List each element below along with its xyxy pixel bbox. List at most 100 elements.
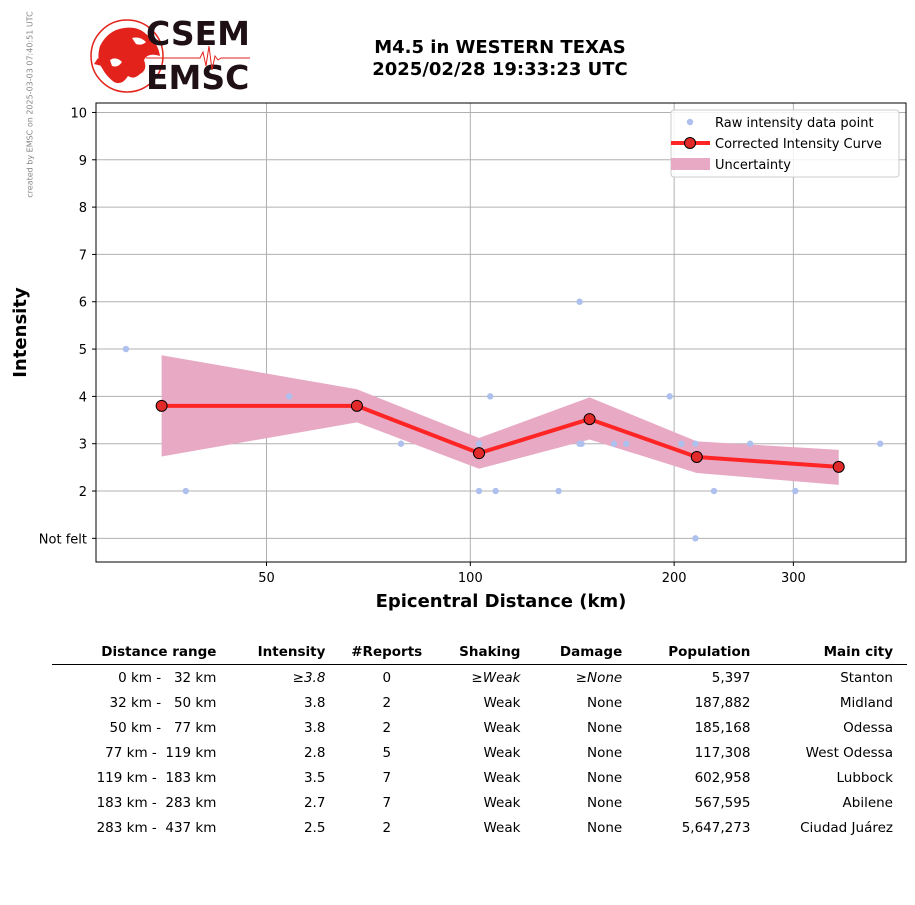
table-cell: Weak bbox=[483, 794, 521, 811]
table-cell: None bbox=[586, 694, 623, 711]
table-cell: 32 km - 50 km bbox=[105, 694, 217, 711]
table-cell: Abilene bbox=[842, 794, 893, 811]
raw-data-point bbox=[678, 440, 685, 447]
plot-frame bbox=[95, 102, 907, 563]
raw-data-point bbox=[710, 487, 718, 495]
y-axis-ticks: Not felt 2 3 4 5 6 7 8 9 10 bbox=[39, 106, 96, 547]
x-tick-label: 50 bbox=[258, 571, 275, 586]
raw-data-point bbox=[487, 393, 494, 400]
raw-data-point bbox=[122, 345, 130, 353]
table-cell: West Odessa bbox=[805, 744, 893, 761]
table-cell: 5,647,273 bbox=[681, 819, 751, 836]
table-cell: 119 km - 183 km bbox=[96, 769, 217, 786]
raw-data-point bbox=[555, 487, 562, 495]
table-header-cell: Intensity bbox=[230, 640, 340, 665]
seismogram-line bbox=[146, 45, 250, 71]
table-cell: Weak bbox=[483, 719, 521, 736]
raw-data-point bbox=[666, 393, 673, 400]
table-cell: 0 km - 32 km bbox=[109, 669, 217, 686]
table-cell: 3.8 bbox=[303, 694, 326, 711]
table-cell: 7 bbox=[382, 794, 392, 811]
title-line-1: M4.5 in WESTERN TEXAS bbox=[374, 37, 626, 58]
y-tick-label: Not felt bbox=[39, 532, 87, 547]
raw-data-point bbox=[576, 298, 583, 305]
uncertainty-band bbox=[161, 355, 839, 485]
table-header-row: Distance range Intensity #Reports Shaking Da… bbox=[52, 640, 907, 665]
curve-marker bbox=[473, 447, 486, 460]
table-cell: Midland bbox=[839, 694, 893, 711]
raw-data-point bbox=[746, 440, 754, 447]
table-cell: 2.7 bbox=[303, 794, 326, 811]
table-cell: Stanton bbox=[840, 669, 893, 686]
raw-data-point bbox=[492, 487, 499, 495]
raw-data-point bbox=[692, 440, 699, 447]
legend-curve-marker bbox=[684, 137, 696, 149]
raw-data-point bbox=[475, 440, 483, 447]
table-header-cell: Damage bbox=[534, 640, 637, 665]
table-cell: Weak bbox=[483, 694, 521, 711]
raw-data-point bbox=[623, 440, 630, 447]
table-row: 183 km - 283 km 2.7 7 Weak None 567,595 Abilen… bbox=[52, 790, 907, 815]
intensity-chart: 50 100 200 300 Not felt 2 3 4 5 6 7 8 9 10 Epicentra… bbox=[10, 102, 907, 612]
legend-band-symbol bbox=[671, 158, 710, 170]
table-cell: ≥3.8 bbox=[292, 669, 326, 686]
table-cell: 3.5 bbox=[303, 769, 326, 786]
table-row: 50 km - 77 km 3.8 2 Weak None 185,168 Odessa bbox=[52, 715, 907, 740]
table-cell: 187,882 bbox=[694, 694, 751, 711]
table-cell: Lubbock bbox=[836, 769, 893, 786]
x-tick-label: 300 bbox=[781, 571, 806, 586]
table-cell: 2.8 bbox=[303, 744, 326, 761]
legend-raw-symbol bbox=[686, 118, 694, 126]
table-cell: 2 bbox=[382, 694, 392, 711]
table-cell: 50 km - 77 km bbox=[105, 719, 217, 736]
table-row: 0 km - 32 km ≥3.8 0 ≥Weak ≥None 5,397 Stanton bbox=[52, 665, 907, 691]
table-cell: 3.8 bbox=[303, 719, 326, 736]
table-cell: 2 bbox=[382, 819, 392, 836]
table-cell: 183 km - 283 km bbox=[96, 794, 217, 811]
y-tick-label: 4 bbox=[79, 390, 87, 405]
raw-data-point bbox=[182, 487, 189, 495]
table-row: 283 km - 437 km 2.5 2 Weak None 5,647,273 Ciud… bbox=[52, 815, 907, 840]
x-axis-label: Epicentral Distance (km) bbox=[376, 591, 627, 612]
table-cell: None bbox=[586, 769, 623, 786]
table-cell: 77 km - 119 km bbox=[100, 744, 217, 761]
logo-emsc-text: EMSC bbox=[146, 58, 250, 97]
raw-data-point bbox=[792, 487, 799, 495]
curve-marker bbox=[350, 399, 363, 412]
y-tick-label: 10 bbox=[70, 106, 87, 121]
table-cell: 283 km - 437 km bbox=[96, 819, 217, 836]
table-header-cell: Shaking bbox=[434, 640, 535, 665]
table-cell: 7 bbox=[382, 769, 392, 786]
table-row: 77 km - 119 km 2.8 5 Weak None 117,308 West Od… bbox=[52, 740, 907, 765]
chart-title: M4.5 in WESTERN TEXAS 2025/02/28 19:33:2… bbox=[300, 37, 700, 81]
table-header-cell: #Reports bbox=[339, 640, 435, 665]
legend-label: Uncertainty bbox=[715, 158, 791, 173]
table-row: 119 km - 183 km 3.5 7 Weak None 602,958 Lubboc… bbox=[52, 765, 907, 790]
table-body: 0 km - 32 km ≥3.8 0 ≥Weak ≥None 5,397 Stanton … bbox=[52, 665, 907, 841]
table-cell: 567,595 bbox=[694, 794, 751, 811]
table-cell: 117,308 bbox=[694, 744, 751, 761]
raw-data-point bbox=[475, 487, 483, 495]
curve-marker bbox=[155, 399, 168, 412]
table-cell: 2.5 bbox=[303, 819, 326, 836]
curve-marker bbox=[583, 413, 596, 426]
y-axis-label: Intensity bbox=[10, 287, 31, 378]
x-tick-label: 100 bbox=[458, 571, 483, 586]
raw-data-point bbox=[610, 440, 618, 447]
table-cell: Ciudad Juárez bbox=[800, 819, 893, 836]
table-cell: None bbox=[586, 819, 623, 836]
table-cell: 0 bbox=[382, 669, 392, 686]
table-cell: None bbox=[586, 794, 623, 811]
table-cell: ≥None bbox=[575, 669, 623, 686]
table-header-cell: Population bbox=[636, 640, 765, 665]
intensity-table: Distance range Intensity #Reports Shaking Da… bbox=[52, 640, 907, 840]
legend-label: Raw intensity data point bbox=[715, 116, 874, 131]
raw-data-point bbox=[397, 440, 405, 447]
table-header-cell: Main city bbox=[764, 640, 907, 665]
y-tick-label: 6 bbox=[79, 296, 87, 311]
legend-label: Corrected Intensity Curve bbox=[715, 137, 882, 152]
table-cell: Weak bbox=[483, 769, 521, 786]
table-cell: ≥Weak bbox=[471, 669, 521, 686]
table-cell: Weak bbox=[483, 744, 521, 761]
raw-data-point bbox=[285, 393, 293, 400]
